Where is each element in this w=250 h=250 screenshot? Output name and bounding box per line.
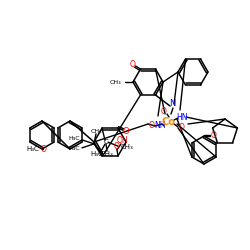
Text: O: O bbox=[114, 142, 120, 151]
Text: H₃C: H₃C bbox=[68, 136, 80, 141]
Text: O: O bbox=[161, 108, 167, 116]
Text: H₃C: H₃C bbox=[68, 146, 80, 151]
Text: Co: Co bbox=[161, 117, 175, 127]
Text: HN: HN bbox=[176, 114, 188, 122]
Text: O: O bbox=[211, 132, 217, 140]
Text: O: O bbox=[123, 127, 129, 136]
Text: H₃C: H₃C bbox=[90, 151, 103, 157]
Text: CH₃: CH₃ bbox=[90, 129, 102, 134]
Text: O: O bbox=[149, 122, 155, 130]
Text: O: O bbox=[130, 60, 136, 68]
Text: N: N bbox=[169, 100, 175, 108]
Text: NH: NH bbox=[154, 122, 166, 130]
Text: CH₃: CH₃ bbox=[100, 151, 114, 157]
Text: C: C bbox=[104, 139, 108, 145]
Text: H₃C: H₃C bbox=[26, 146, 39, 152]
Text: CH₃: CH₃ bbox=[121, 144, 134, 150]
Text: CH₃: CH₃ bbox=[110, 80, 121, 84]
Text: O: O bbox=[179, 124, 185, 132]
Text: O: O bbox=[40, 144, 46, 154]
Text: OH: OH bbox=[116, 136, 128, 145]
